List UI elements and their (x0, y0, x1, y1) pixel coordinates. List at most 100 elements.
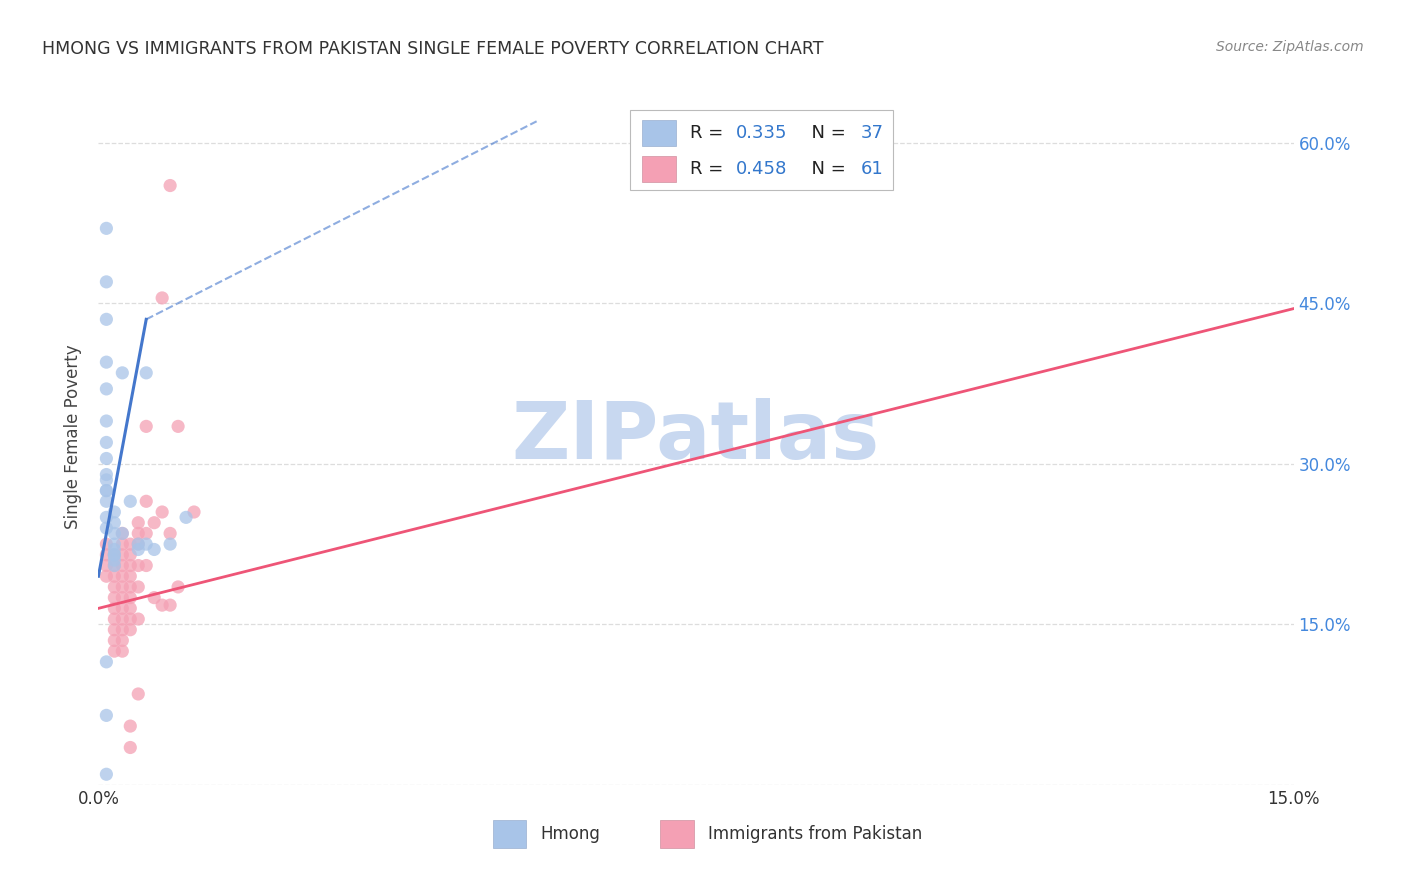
Point (96, 451, 118, 466)
Point (135, 494, 157, 508)
Point (96, 767, 118, 781)
Point (96, 569, 118, 583)
Point (120, 580, 142, 594)
Point (127, 516, 149, 530)
Point (103, 591, 125, 605)
Text: Source: ZipAtlas.com: Source: ZipAtlas.com (1216, 40, 1364, 54)
Point (103, 580, 125, 594)
FancyBboxPatch shape (661, 820, 693, 847)
Point (103, 505, 125, 519)
Point (96, 312, 118, 326)
Text: ZIPatlas: ZIPatlas (512, 398, 880, 476)
Point (111, 526, 134, 541)
Point (96, 355, 118, 369)
Point (127, 542, 149, 557)
Point (167, 419, 190, 434)
Point (96, 414, 118, 428)
Point (103, 516, 125, 530)
Point (120, 612, 142, 626)
Point (143, 591, 166, 605)
Point (96, 537, 118, 551)
Point (127, 537, 149, 551)
Point (127, 612, 149, 626)
Point (150, 505, 173, 519)
Point (111, 601, 134, 615)
Point (103, 612, 125, 626)
Point (111, 366, 134, 380)
Point (159, 598, 181, 612)
Point (96, 548, 118, 562)
Point (103, 548, 125, 562)
Point (111, 591, 134, 605)
Point (120, 740, 142, 755)
Point (135, 558, 157, 573)
Point (103, 558, 125, 573)
Text: Immigrants from Pakistan: Immigrants from Pakistan (709, 825, 922, 843)
Point (135, 537, 157, 551)
Point (120, 548, 142, 562)
Point (127, 558, 149, 573)
Point (96, 655, 118, 669)
Y-axis label: Single Female Poverty: Single Female Poverty (65, 345, 83, 529)
Point (111, 537, 134, 551)
Point (96, 221, 118, 235)
Point (120, 558, 142, 573)
Text: R =: R = (690, 124, 728, 142)
Text: N =: N = (800, 160, 852, 178)
Point (103, 537, 125, 551)
Point (103, 623, 125, 637)
Point (96, 708, 118, 723)
Point (103, 548, 125, 562)
Text: 0.335: 0.335 (735, 124, 787, 142)
Point (135, 419, 157, 434)
Point (111, 612, 134, 626)
Point (103, 548, 125, 562)
Point (120, 623, 142, 637)
Point (96, 473, 118, 487)
Point (96, 275, 118, 289)
Point (120, 494, 142, 508)
Point (111, 526, 134, 541)
Point (120, 719, 142, 733)
Point (103, 644, 125, 658)
Point (111, 548, 134, 562)
Point (111, 633, 134, 648)
Point (150, 598, 173, 612)
Point (111, 569, 134, 583)
Point (159, 526, 181, 541)
Point (127, 580, 149, 594)
Point (127, 537, 149, 551)
Point (150, 291, 173, 305)
Point (96, 467, 118, 482)
Point (111, 558, 134, 573)
Text: Hmong: Hmong (541, 825, 600, 843)
Point (103, 633, 125, 648)
Point (143, 542, 166, 557)
Point (96, 483, 118, 498)
FancyBboxPatch shape (494, 820, 526, 847)
FancyBboxPatch shape (630, 110, 893, 190)
FancyBboxPatch shape (643, 155, 676, 182)
Text: 61: 61 (860, 160, 883, 178)
Point (111, 644, 134, 658)
Text: 0.458: 0.458 (735, 160, 787, 178)
Point (96, 494, 118, 508)
Point (183, 505, 205, 519)
Point (96, 435, 118, 450)
Point (174, 510, 197, 524)
Point (96, 382, 118, 396)
Point (96, 558, 118, 573)
Point (103, 553, 125, 567)
Point (135, 526, 157, 541)
Text: R =: R = (690, 160, 728, 178)
Point (159, 537, 181, 551)
Point (111, 623, 134, 637)
Point (127, 687, 149, 701)
Point (111, 580, 134, 594)
Point (103, 558, 125, 573)
Text: N =: N = (800, 124, 852, 142)
Point (120, 569, 142, 583)
Point (120, 591, 142, 605)
Point (103, 569, 125, 583)
Text: 37: 37 (860, 124, 884, 142)
